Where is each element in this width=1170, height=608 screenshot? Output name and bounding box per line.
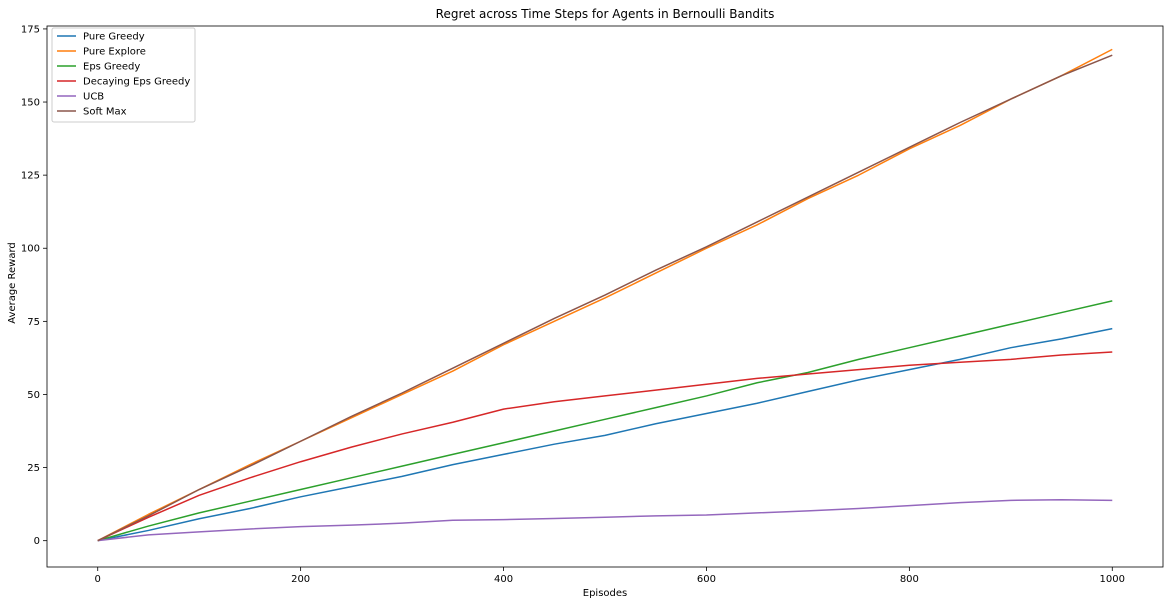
series-line-ucb [97,498,1113,542]
series-line-eps-greedy [97,300,1113,542]
legend-label-eps-greedy: Eps Greedy [83,62,140,73]
x-tick-label: 800 [900,574,919,585]
legend-box [51,27,196,123]
y-tick-label: 150 [21,98,40,109]
x-tick-label: 200 [291,574,310,585]
y-tick-label: 100 [21,244,40,255]
series-line-soft-max [97,54,1113,542]
legend-label-pure-explore: Pure Explore [83,47,146,58]
y-tick-label: 175 [21,24,40,35]
x-tick-label: 400 [494,574,513,585]
y-tick-label: 0 [34,536,40,547]
y-axis-ticks: 0 25 50 75 100 125 150 175 [21,24,47,547]
x-tick-label: 1000 [1100,574,1125,585]
legend: Pure Greedy Pure Explore Eps Greedy Decayin… [51,27,196,123]
y-tick-label: 25 [27,463,40,474]
legend-label-soft-max: Soft Max [83,107,127,118]
y-tick-label: 125 [21,171,40,182]
x-tick-label: 600 [697,574,716,585]
series-line-pure-explore [97,48,1113,542]
series-line-decaying-eps-greedy [97,351,1113,542]
y-tick-label: 75 [27,317,40,328]
y-tick-label: 50 [27,390,40,401]
y-axis-label: Average Reward [7,242,18,323]
chart-title: Regret across Time Steps for Agents in B… [436,7,775,21]
x-axis-label: Episodes [583,588,627,599]
legend-label-decaying-eps-greedy: Decaying Eps Greedy [83,77,190,88]
legend-label-pure-greedy: Pure Greedy [83,32,145,43]
plot-area [46,25,1164,568]
axes-frame [46,25,1164,568]
series-line-pure-greedy [97,327,1113,542]
x-tick-label: 0 [95,574,101,585]
x-axis-ticks: 0 200 400 600 800 1000 [95,567,1125,585]
series-lines [97,48,1113,542]
legend-label-ucb: UCB [83,92,104,103]
